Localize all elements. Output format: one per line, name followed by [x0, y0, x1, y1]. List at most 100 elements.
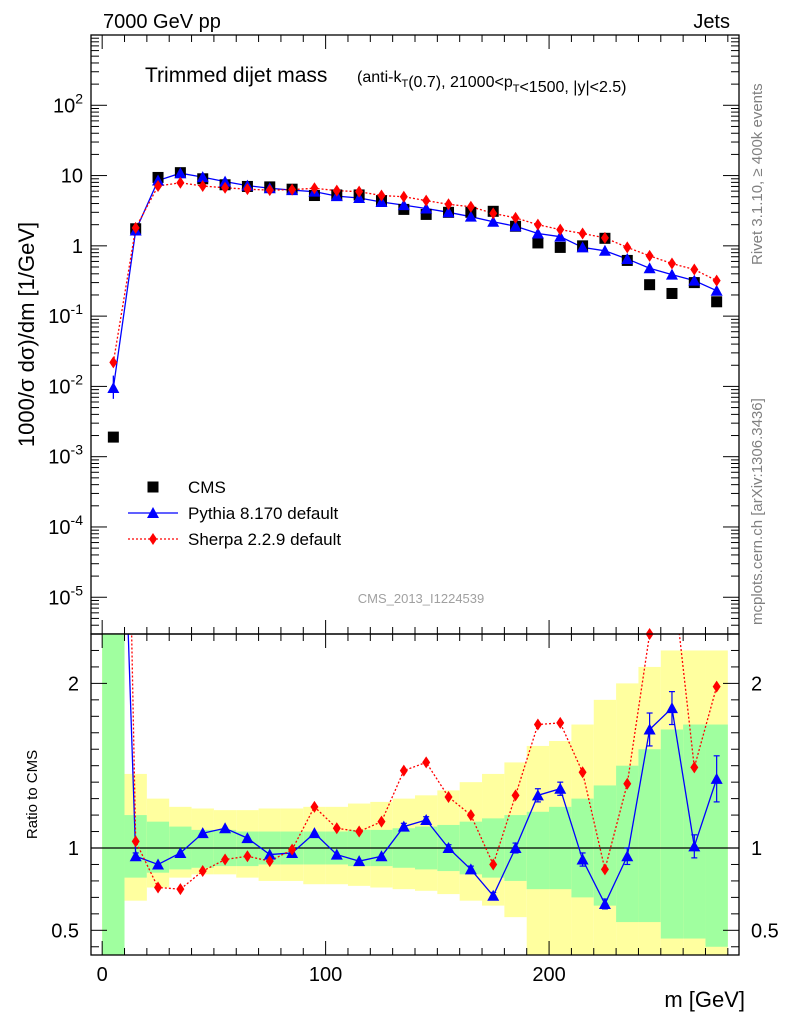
pythia-main-point [174, 167, 187, 179]
sherpa-main-point [243, 183, 252, 196]
pythia-ratio-point [621, 850, 634, 862]
sherpa-main-point [444, 198, 453, 211]
sherpa-main-point [154, 180, 163, 193]
pythia-ratio-point [375, 850, 388, 862]
cms-main-point [420, 208, 432, 220]
pythia-main-line [112, 172, 717, 389]
sherpa-main-point [600, 231, 609, 244]
sherpa-main-point [131, 221, 140, 234]
cms-legend-marker [147, 481, 159, 493]
inner-uncertainty-band [102, 634, 125, 955]
pythia-main-point [643, 262, 656, 274]
ratio-y-axis-label: Ratio to CMS [24, 750, 41, 839]
pythia-ratio-point [353, 855, 366, 867]
sherpa-main-point [288, 183, 297, 196]
sherpa-ratio-point [556, 716, 565, 729]
pythia-main-point [375, 196, 388, 208]
sherpa-ratio-point [623, 777, 632, 790]
cms-main-point [554, 241, 566, 253]
pythia-ratio-point [330, 848, 343, 860]
pythia-ratio-point [129, 850, 142, 862]
sherpa-main-point [489, 207, 498, 220]
sherpa-ratio-point [422, 756, 431, 769]
main-plot-frame: 10-5 10-4 10-3 10-2 10-1 1 10 102 1000/σ dσ)/dm … [14, 34, 740, 635]
pythia-main-point [487, 215, 500, 227]
sherpa-ratio-point [198, 865, 207, 878]
ratio-y-tick-label: 0.5 [51, 920, 79, 942]
pythia-ratio-point [665, 702, 678, 714]
pythia-ratio-point [576, 853, 589, 865]
sherpa-ratio-point [511, 789, 520, 802]
ratio-y-tick-label: 1 [68, 838, 79, 860]
pythia-ratio-point [442, 842, 455, 853]
sherpa-ratio-point [131, 835, 140, 848]
main-y-tick-label: 10 [61, 166, 83, 188]
inner-uncertainty-band [660, 729, 684, 939]
pythia-ratio-point [174, 846, 187, 858]
header-left: 7000 GeV pp [103, 11, 221, 33]
sherpa-ratio-point [288, 843, 297, 856]
main-y-tick-label: 102 [53, 90, 83, 117]
ratio-y-tick-label-right: 0.5 [751, 920, 779, 942]
pythia-ratio-point [643, 723, 656, 735]
main-y-tick-label: 10-2 [48, 371, 83, 398]
pythia-main-point [531, 227, 544, 239]
pythia-ratio-point [196, 827, 209, 839]
sherpa-main-point [422, 194, 431, 207]
sherpa-main-point [578, 227, 587, 240]
sherpa-main-point [355, 185, 364, 198]
sherpa-ratio-point [466, 809, 475, 822]
analysis-watermark: CMS_2013_I1224539 [358, 591, 485, 606]
pythia-ratio-point [509, 842, 522, 853]
ratio-y-tick-label: 2 [68, 673, 79, 695]
mcplots-label: mcplots.cern.ch [arXiv:1306.3436] [749, 398, 766, 625]
ratio-x-tick-label: 100 [309, 964, 342, 986]
pythia-main-point [621, 252, 634, 264]
main-y-tick-label: 10-1 [48, 301, 83, 328]
inner-uncertainty-band [593, 785, 617, 906]
sherpa-main-point [198, 180, 207, 193]
sherpa-main-point [690, 263, 699, 276]
sherpa-main-point [667, 257, 676, 270]
inner-uncertainty-band [638, 749, 661, 923]
sherpa-main-point [332, 184, 341, 197]
pythia-ratio-point [464, 863, 477, 875]
rivet-label: Rivet 3.1.10, ≥ 400k events [749, 83, 766, 265]
sherpa-legend-marker [149, 533, 157, 545]
pythia-main-point [710, 284, 723, 296]
pythia-ratio-line [127, 634, 718, 906]
pythia-ratio-point [531, 789, 544, 801]
sherpa-main-point [712, 274, 721, 287]
main-y-tick-label: 1 [72, 236, 83, 258]
main-y-tick-label: 10-3 [48, 442, 83, 469]
sherpa-main-point [310, 182, 319, 195]
pythia-ratio-point [688, 840, 701, 852]
inner-uncertainty-band [526, 811, 550, 890]
cms-main-point [666, 287, 678, 299]
ratio-y-tick-label-right: 2 [751, 673, 762, 695]
sherpa-main-point [645, 249, 654, 262]
pythia-main-point [509, 220, 522, 232]
sherpa-ratio-point [377, 815, 386, 828]
sherpa-ratio-point [265, 855, 274, 868]
pythia-ratio-point [241, 832, 254, 844]
pythia-main-point [420, 202, 433, 214]
main-y-axis-label: 1000/σ dσ)/dm [1/GeV] [14, 222, 39, 447]
header-right: Jets [693, 11, 730, 33]
sherpa-ratio-point [600, 863, 609, 876]
sherpa-ratio-point [355, 825, 364, 838]
pythia-ratio-point [152, 858, 165, 870]
inner-uncertainty-band [705, 724, 728, 947]
inner-uncertainty-band [616, 765, 639, 923]
pythia-ratio-point [263, 848, 276, 860]
sherpa-ratio-point [444, 790, 453, 803]
pythia-ratio-point [554, 782, 567, 794]
pythia-main-point [598, 244, 611, 256]
pythia-ratio-point [710, 772, 723, 784]
sherpa-main-point [377, 189, 386, 202]
sherpa-main-point [623, 241, 632, 254]
ratio-y-tick-label-right: 1 [751, 838, 762, 860]
cms-main-point [532, 237, 544, 249]
